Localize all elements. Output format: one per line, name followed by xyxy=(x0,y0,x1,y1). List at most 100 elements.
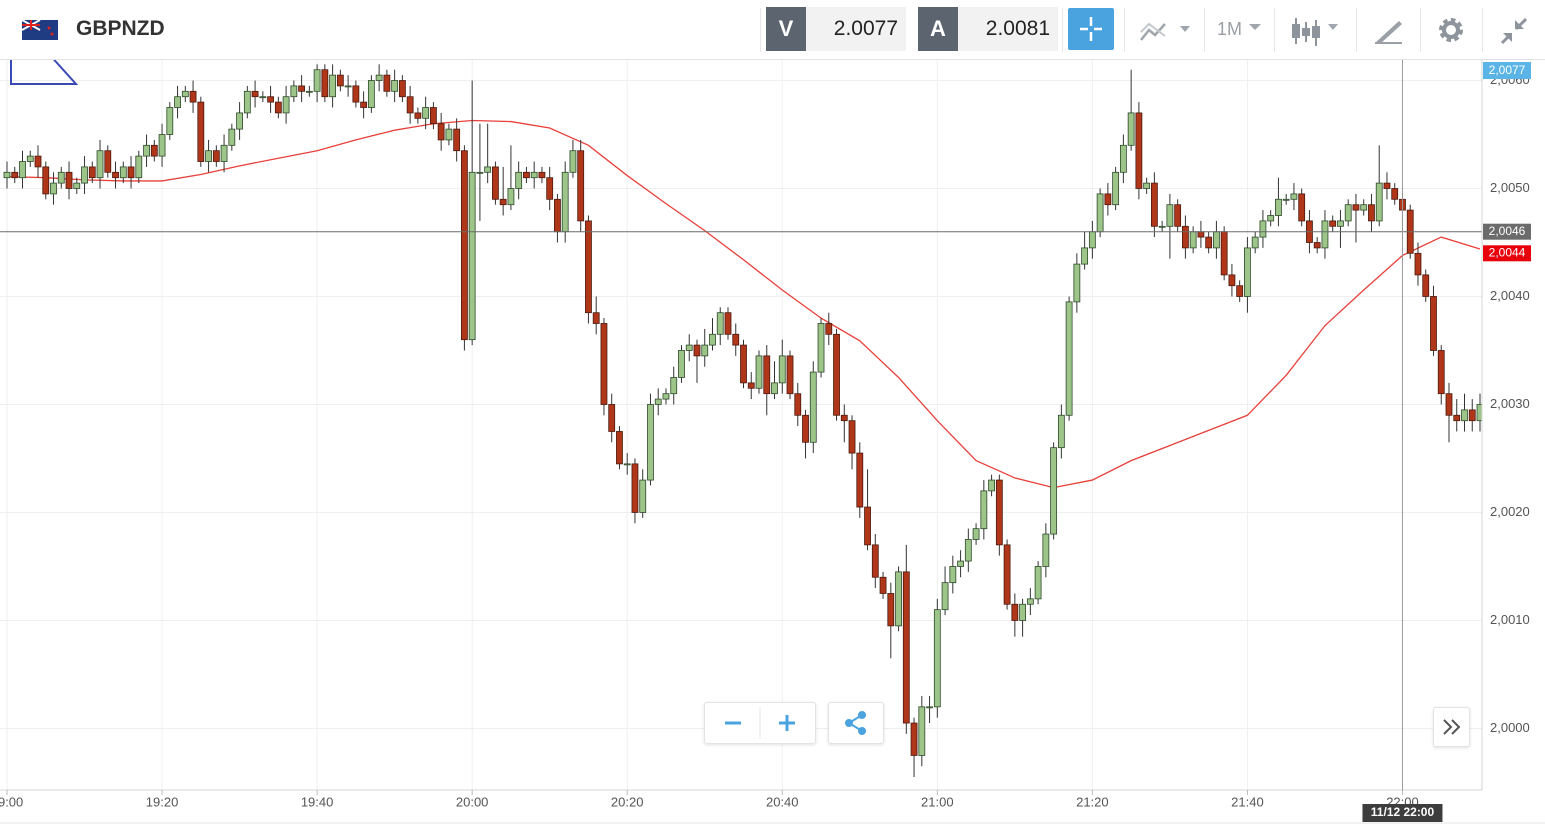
crosshair-box xyxy=(1362,804,1443,822)
candle-body xyxy=(995,479,1003,546)
candle-body xyxy=(600,323,608,405)
candle-body xyxy=(1298,193,1306,222)
candle-body xyxy=(1019,603,1026,621)
candle-body xyxy=(236,112,243,130)
candle-body xyxy=(848,420,856,454)
candle-button[interactable] xyxy=(1290,14,1346,48)
candle-body xyxy=(1453,414,1461,422)
candle-body xyxy=(1174,204,1182,227)
candle-body xyxy=(964,539,972,562)
candle-body xyxy=(19,161,26,179)
candle-body xyxy=(1104,193,1112,206)
candle-body xyxy=(1468,409,1476,422)
candle-body xyxy=(1205,236,1213,249)
crosshair-button[interactable] xyxy=(1068,8,1114,50)
candle-body xyxy=(1414,252,1422,276)
separator xyxy=(1124,8,1125,52)
x-tick-label: 19:00 xyxy=(0,794,23,809)
candle-body xyxy=(809,371,817,443)
candle-body xyxy=(941,582,949,611)
x-tick-label: 21:40 xyxy=(1231,794,1264,809)
price-box xyxy=(1483,245,1531,262)
scroll-right-button[interactable] xyxy=(1433,707,1470,747)
toolbar: GBPNZD V 2.0077 A 2.0081 1M xyxy=(0,0,1545,60)
candle-body xyxy=(1081,247,1089,265)
candle-body xyxy=(492,166,499,200)
zoom-icons xyxy=(725,707,795,739)
candle-body xyxy=(817,323,825,373)
candle-body xyxy=(1360,204,1368,211)
candle-body xyxy=(670,377,678,395)
candle-body xyxy=(972,528,980,540)
candle-body xyxy=(383,74,391,92)
candle-body xyxy=(794,393,802,416)
candle-body xyxy=(375,74,383,81)
separator xyxy=(1274,8,1275,52)
chart-type-button[interactable] xyxy=(1138,16,1194,46)
caret xyxy=(1249,24,1261,30)
candle-body xyxy=(344,85,352,88)
candle-body xyxy=(135,155,143,179)
settings-button[interactable] xyxy=(1436,15,1466,45)
separator xyxy=(1356,8,1357,52)
candle-body xyxy=(1244,247,1251,297)
candle-body xyxy=(623,463,631,466)
candle-body xyxy=(305,90,313,93)
candle-body xyxy=(1166,204,1174,227)
zoom-controls xyxy=(704,702,816,744)
candle-body xyxy=(150,144,158,157)
candle-body xyxy=(631,463,639,513)
candle-body xyxy=(949,566,957,584)
candle-body xyxy=(1042,533,1050,567)
share-button[interactable] xyxy=(828,702,884,744)
candle-body xyxy=(166,107,174,135)
candle-body xyxy=(1290,193,1298,200)
candle-body xyxy=(1476,404,1482,422)
zoom-in[interactable] xyxy=(779,715,795,731)
candle-body xyxy=(592,312,600,324)
candle-body xyxy=(42,166,50,195)
candle-body xyxy=(957,560,964,567)
y-tick-label: 2,0040 xyxy=(1490,288,1530,303)
current-price-box xyxy=(1483,62,1531,79)
candle-body xyxy=(336,74,344,87)
candle-body xyxy=(73,182,81,189)
candle-body xyxy=(1391,188,1399,200)
candle-body xyxy=(112,171,119,179)
x-tick-label: 20:20 xyxy=(611,794,644,809)
candle-body xyxy=(88,166,96,179)
candle-body xyxy=(1158,225,1166,228)
candle-body xyxy=(352,85,360,103)
candle-body xyxy=(1282,198,1290,201)
x-tick-label: 21:00 xyxy=(921,794,954,809)
collapse-button[interactable] xyxy=(1498,15,1530,47)
candle-body xyxy=(1026,598,1034,605)
draw-button[interactable] xyxy=(1372,16,1404,46)
candle-body xyxy=(243,90,251,114)
candle-body xyxy=(1073,263,1081,303)
candle-body xyxy=(515,171,523,189)
y-tick-label: 2,0000 xyxy=(1490,720,1530,735)
timeframe[interactable]: 1M xyxy=(1217,19,1243,39)
candle-body xyxy=(228,128,236,146)
plot-area xyxy=(0,64,1482,778)
candle-body xyxy=(205,150,212,162)
x-tick-label: 20:00 xyxy=(456,794,489,809)
candle-body xyxy=(484,166,492,173)
candle-body xyxy=(391,80,399,92)
bid-price[interactable]: 2.0077 xyxy=(806,7,906,51)
candle-body xyxy=(1050,447,1058,535)
ask-price[interactable]: 2.0081 xyxy=(958,7,1058,51)
candle-body xyxy=(1329,220,1337,227)
candle-body xyxy=(26,155,34,162)
moving-average xyxy=(6,119,1481,489)
candle-body xyxy=(554,198,561,233)
candle-body xyxy=(96,150,104,179)
candle-body xyxy=(65,171,73,189)
bid-tag[interactable]: V xyxy=(766,7,806,51)
candle-body xyxy=(1259,220,1267,238)
candle-body xyxy=(856,452,864,508)
candle-body xyxy=(476,171,484,174)
candle-body xyxy=(158,134,166,157)
ask-tag[interactable]: A xyxy=(918,7,958,51)
